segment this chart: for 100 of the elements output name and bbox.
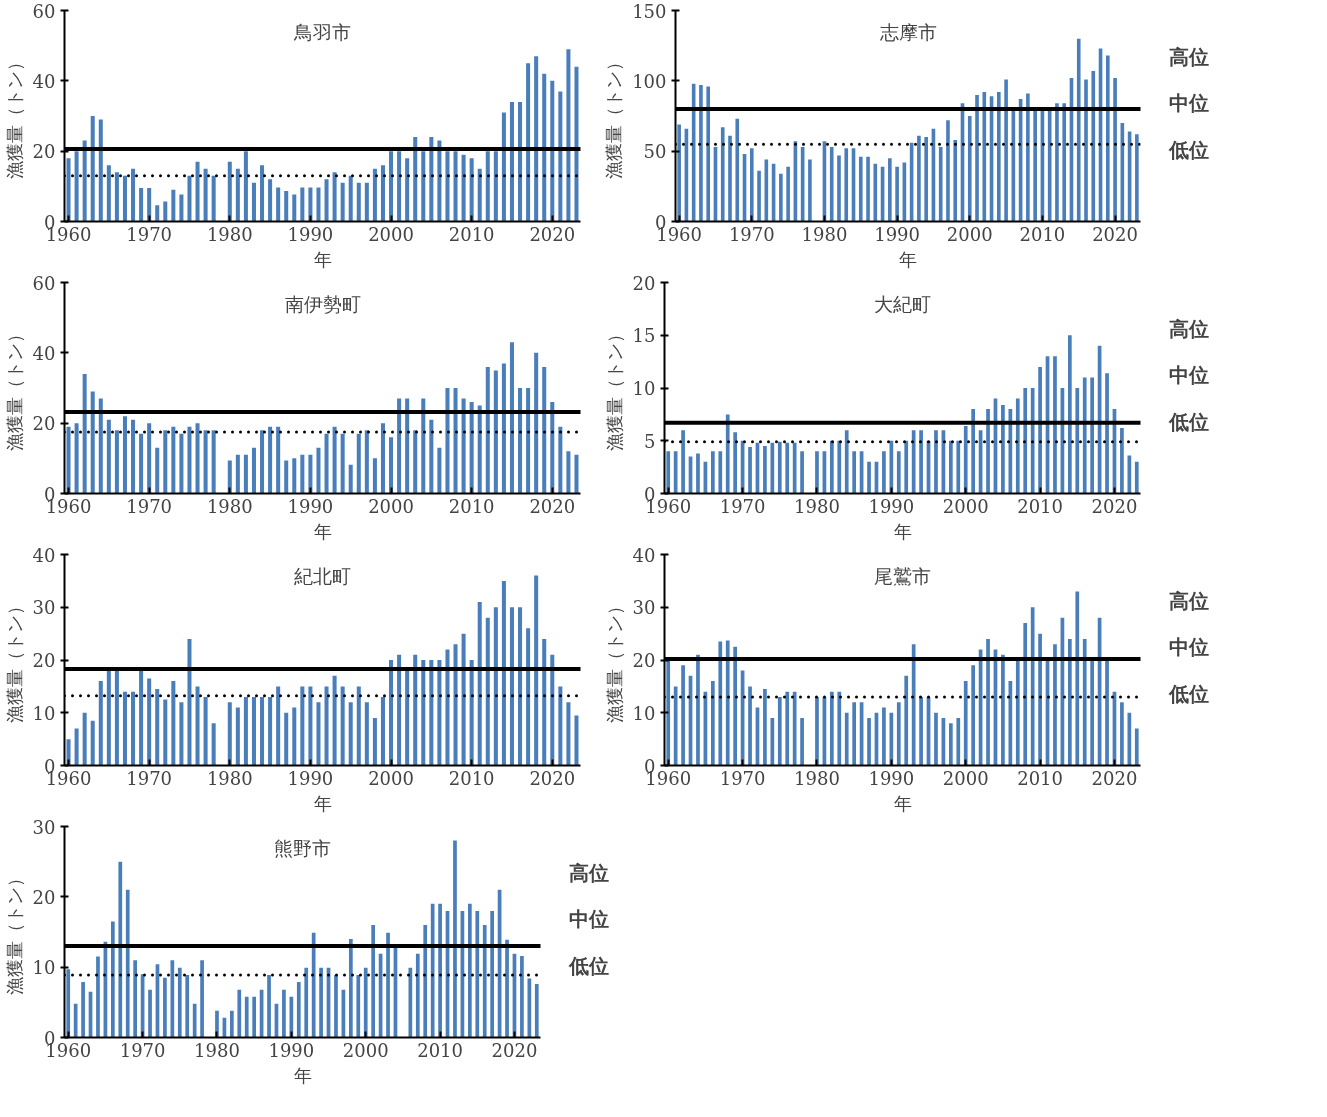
bar: [666, 451, 671, 494]
bar: [122, 691, 127, 766]
bar: [185, 974, 190, 1038]
text: 中位: [1168, 363, 1209, 388]
bar: [268, 696, 273, 766]
bar: [445, 649, 450, 766]
bar: [534, 56, 539, 222]
bar: [882, 707, 886, 766]
bar: [1120, 702, 1124, 766]
bar: [526, 63, 531, 222]
bar: [763, 689, 767, 766]
bar: [493, 607, 498, 766]
bar: [332, 675, 337, 766]
x-tick-label: 1990: [868, 767, 915, 789]
bar: [777, 696, 782, 766]
bar: [1075, 591, 1080, 766]
bar: [311, 932, 316, 1038]
bar: [1023, 388, 1028, 494]
bar: [837, 440, 842, 494]
bar: [919, 430, 923, 494]
bar: [461, 398, 466, 494]
text: 低位: [1167, 681, 1209, 706]
bar: [122, 175, 127, 222]
bar: [187, 638, 192, 766]
bar: [934, 430, 938, 494]
bar: [356, 974, 361, 1038]
bar: [268, 179, 273, 222]
bar: [718, 641, 723, 766]
bar: [453, 151, 458, 222]
bar: [986, 638, 990, 766]
bar: [852, 702, 857, 766]
bar: [227, 161, 232, 222]
bar: [413, 654, 418, 766]
bar: [1075, 388, 1080, 494]
x-tick-label: 2000: [342, 1039, 389, 1061]
y-tick-label: 100: [632, 70, 667, 92]
bar: [956, 440, 961, 494]
bar: [421, 660, 426, 766]
bar: [276, 686, 281, 766]
bar: [133, 960, 138, 1038]
bar: [106, 419, 111, 494]
bar: [749, 148, 754, 222]
bar: [461, 633, 466, 766]
bar: [509, 607, 514, 766]
bar: [110, 921, 115, 1038]
bar: [413, 137, 418, 222]
bar: [866, 156, 870, 222]
bar: [356, 686, 361, 766]
bar: [542, 73, 547, 222]
bar: [200, 960, 204, 1038]
bar: [895, 166, 899, 222]
bar: [81, 981, 85, 1038]
bar: [829, 691, 834, 766]
bar: [469, 402, 474, 494]
text: 大紀町: [874, 292, 931, 315]
bar: [421, 151, 426, 222]
bar: [1033, 108, 1037, 222]
bar: [98, 681, 103, 766]
bar: [316, 702, 321, 766]
y-tick-label: 60: [32, 272, 56, 294]
bar: [1055, 103, 1059, 222]
bar: [971, 665, 976, 766]
y-axis-title: 漁獲量（トン）: [603, 597, 625, 723]
bar: [706, 86, 711, 222]
text: 低位: [567, 953, 609, 978]
bar: [1076, 38, 1081, 222]
bar: [948, 723, 953, 766]
bar: [235, 707, 240, 766]
bar: [1004, 79, 1008, 222]
x-tick-label: 2020: [1092, 223, 1138, 245]
bar: [82, 373, 87, 494]
bar: [235, 454, 240, 494]
bar: [171, 681, 176, 766]
bar: [1008, 409, 1013, 494]
bar: [934, 712, 938, 766]
bar: [187, 426, 192, 494]
bar: [975, 94, 979, 222]
y-tick-label: 30: [32, 816, 56, 838]
bar: [725, 414, 730, 494]
x-tick-label: 2000: [368, 495, 414, 517]
bar: [505, 939, 509, 1038]
y-tick-label: 10: [32, 957, 56, 979]
bar: [131, 691, 136, 766]
bar: [924, 137, 928, 222]
bar: [386, 932, 390, 1038]
bar: [509, 342, 514, 494]
x-tick-label: 2010: [417, 1039, 463, 1061]
bar: [518, 607, 523, 766]
bar: [195, 161, 200, 222]
bar: [763, 446, 767, 494]
bar: [114, 172, 119, 222]
bar: [896, 451, 901, 494]
bar: [1105, 373, 1109, 494]
bar: [308, 454, 313, 494]
bar: [785, 691, 790, 766]
bar: [251, 447, 256, 494]
bar: [896, 702, 901, 766]
x-tick-label: 2010: [448, 767, 495, 789]
bar: [526, 628, 531, 766]
bar: [244, 996, 249, 1038]
